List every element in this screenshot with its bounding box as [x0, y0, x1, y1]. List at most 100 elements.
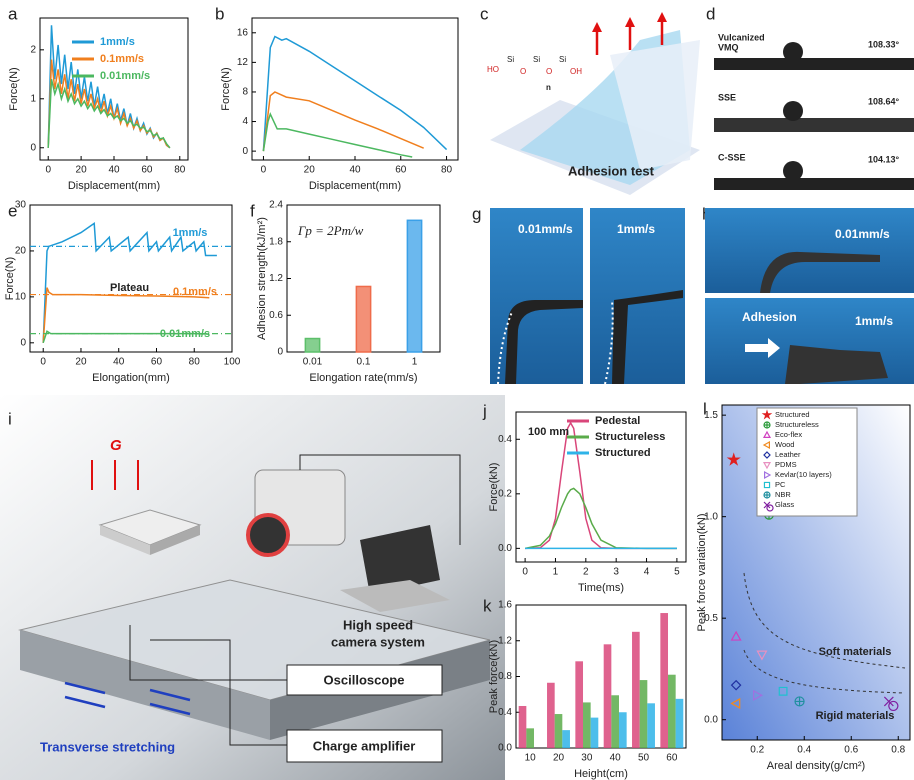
panel-label: f: [250, 201, 255, 220]
bar: [547, 683, 555, 748]
bar: [611, 695, 619, 748]
contact-angle: 108.64°: [868, 96, 900, 106]
x-axis-label: Displacement(mm): [309, 180, 401, 192]
panel-g: g 0.01mm/s 1mm/s: [472, 204, 685, 384]
bar: [305, 339, 319, 352]
x-tick-label: 10: [525, 753, 537, 764]
x-axis-label: Displacement(mm): [68, 180, 160, 192]
x-tick-label: 0.2: [750, 745, 764, 756]
x-tick-label: 60: [141, 165, 153, 176]
x-tick-label: 20: [553, 753, 565, 764]
x-tick-label: 0.8: [891, 745, 905, 756]
x-tick-label: 0: [45, 165, 51, 176]
bar: [632, 632, 640, 748]
chem-label: OH: [570, 67, 582, 76]
legend-label: Pedestal: [595, 415, 640, 427]
formula: Γp = 2Pm/w: [297, 223, 364, 238]
x-axis-label: Time(ms): [578, 582, 624, 594]
y-tick-label: 0.4: [498, 434, 512, 445]
x-tick-label: 60: [666, 753, 678, 764]
annotation: Soft materials: [819, 646, 892, 658]
legend-label: NBR: [775, 490, 791, 499]
bar: [604, 644, 612, 748]
x-tick-label: 5: [674, 567, 680, 578]
droplet: [783, 42, 803, 62]
legend-label: Structured: [595, 447, 651, 459]
y-tick-label: 0: [242, 146, 248, 157]
bar: [583, 702, 591, 748]
x-tick-label: 1: [412, 357, 418, 368]
y-tick-label: 0: [30, 142, 36, 153]
chem-label: Si: [507, 55, 514, 64]
x-tick-label: 0.1: [357, 357, 371, 368]
photo-label: 1mm/s: [855, 314, 893, 328]
bar: [676, 699, 684, 748]
x-tick-label: 20: [75, 357, 87, 368]
x-tick-label: 0.4: [797, 745, 811, 756]
series-line: [263, 37, 446, 152]
legend-label: Structureless: [595, 431, 665, 443]
legend-label: Leather: [775, 450, 801, 459]
annotation: 100 mm: [528, 426, 569, 438]
legend-label: Glass: [775, 500, 794, 509]
y-tick-label: 10: [15, 292, 27, 303]
y-tick-label: 0.4: [498, 707, 512, 718]
droplet: [783, 101, 803, 121]
box-label: Charge amplifier: [313, 738, 416, 753]
x-tick-label: 80: [174, 165, 186, 176]
y-tick-label: 1.8: [269, 236, 283, 247]
panel-label: a: [8, 4, 18, 23]
y-tick-label: 0: [20, 337, 26, 348]
chem-label: HO: [487, 65, 499, 74]
series-label: 0.1mm/s: [173, 286, 217, 298]
x-tick-label: 50: [638, 753, 650, 764]
box-label: Oscilloscope: [324, 672, 405, 687]
panel-h: h 0.01mm/s Adhesion 1mm/s: [702, 204, 914, 384]
caption: Adhesion test: [568, 163, 655, 178]
photo-label: 0.01mm/s: [518, 222, 573, 236]
y-tick-label: 0.2: [498, 488, 512, 499]
chem-label: n: [546, 83, 551, 92]
chem-label: Si: [533, 55, 540, 64]
panel-label: g: [472, 204, 481, 223]
y-axis-label: Peak force(kN): [488, 640, 500, 713]
x-axis-label: Elongation rate(mm/s): [309, 372, 417, 384]
x-tick-label: 0.6: [844, 745, 858, 756]
y-tick-label: 1.2: [269, 273, 283, 284]
bar: [526, 728, 534, 748]
y-tick-label: 0.8: [498, 671, 512, 682]
x-axis-label: Elongation(mm): [92, 372, 170, 384]
chem-label: Si: [559, 55, 566, 64]
series-label: 0.01mm/s: [160, 328, 210, 340]
y-axis-label: Force(N): [220, 67, 232, 110]
x-tick-label: 40: [113, 357, 125, 368]
x-tick-label: 2: [583, 567, 589, 578]
bar: [555, 714, 563, 748]
y-tick-label: 12: [237, 57, 249, 68]
arrowhead: [657, 12, 667, 22]
legend-label: 0.01mm/s: [100, 70, 150, 82]
y-tick-label: 1: [30, 93, 36, 104]
legend-label: Wood: [775, 440, 794, 449]
bar: [591, 718, 599, 748]
panel-label: c: [480, 4, 489, 23]
legend-label: Kevlar(10 layers): [775, 470, 832, 479]
camera-label: camera system: [331, 634, 425, 649]
x-tick-label: 0.01: [303, 357, 323, 368]
bar: [407, 220, 421, 352]
x-tick-label: 40: [610, 753, 622, 764]
y-axis-label: Force(kN): [488, 463, 500, 512]
x-tick-label: 20: [304, 165, 316, 176]
y-axis-label: Adhesion strength(kJ/m²): [256, 217, 268, 340]
gravity-label: G: [110, 437, 122, 454]
bar: [619, 712, 627, 748]
camera-label: High speed: [343, 617, 413, 632]
panel-label: j: [482, 401, 487, 420]
legend-symbol: [764, 422, 770, 428]
y-tick-label: 0.0: [704, 714, 718, 725]
series-line: [263, 114, 412, 157]
x-axis-label: Areal density(g/cm²): [767, 760, 865, 772]
x-tick-label: 0: [522, 567, 528, 578]
photo-label: Adhesion: [742, 310, 797, 324]
figure: c HO Si O Si O Si OH n Adhesion test d V…: [0, 0, 914, 780]
